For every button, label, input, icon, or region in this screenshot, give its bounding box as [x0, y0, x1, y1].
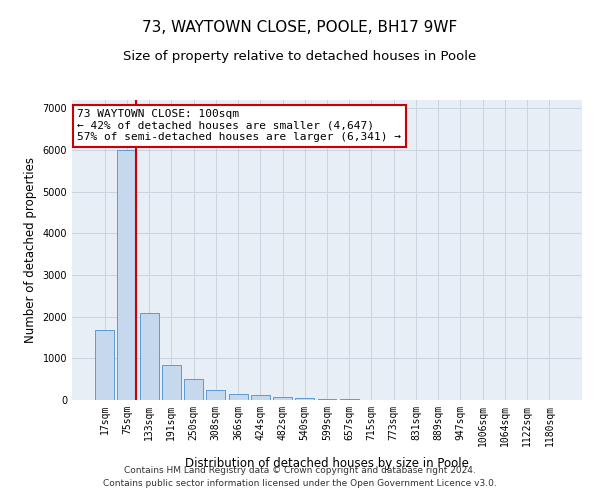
Bar — [140, 312, 158, 400]
Bar — [251, 396, 270, 400]
Bar — [206, 390, 225, 400]
Bar — [295, 398, 314, 400]
Bar — [118, 150, 136, 400]
Bar — [184, 379, 203, 400]
Bar — [95, 330, 114, 400]
Bar — [162, 364, 181, 400]
Text: Contains HM Land Registry data © Crown copyright and database right 2024.
Contai: Contains HM Land Registry data © Crown c… — [103, 466, 497, 487]
Text: 73 WAYTOWN CLOSE: 100sqm
← 42% of detached houses are smaller (4,647)
57% of sem: 73 WAYTOWN CLOSE: 100sqm ← 42% of detach… — [77, 109, 401, 142]
Text: 73, WAYTOWN CLOSE, POOLE, BH17 9WF: 73, WAYTOWN CLOSE, POOLE, BH17 9WF — [142, 20, 458, 35]
Bar — [317, 399, 337, 400]
Y-axis label: Number of detached properties: Number of detached properties — [24, 157, 37, 343]
Text: Size of property relative to detached houses in Poole: Size of property relative to detached ho… — [124, 50, 476, 63]
X-axis label: Distribution of detached houses by size in Poole: Distribution of detached houses by size … — [185, 457, 469, 470]
Bar — [229, 394, 248, 400]
Bar — [273, 396, 292, 400]
